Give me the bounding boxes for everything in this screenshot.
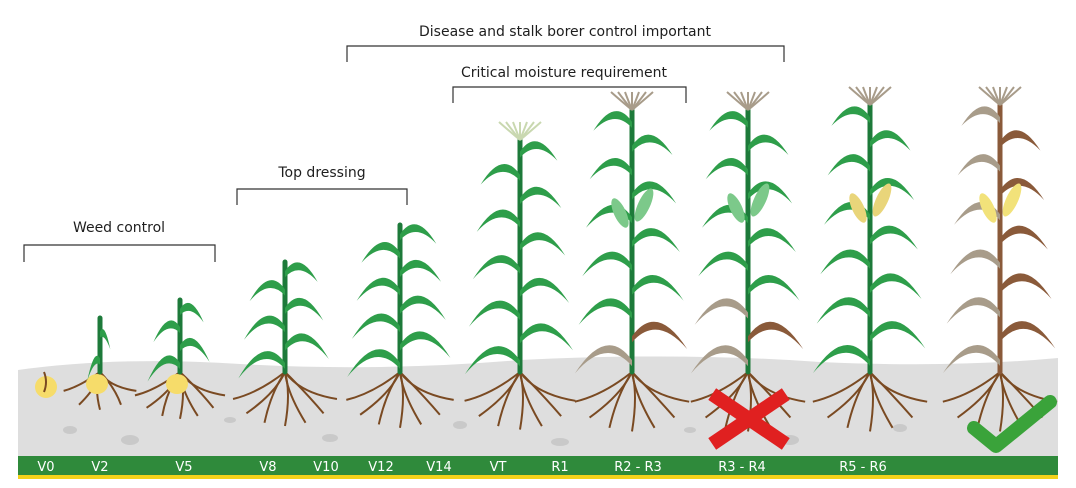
bracket-weed-control: Weed control [23, 220, 216, 262]
stage-band-underline [18, 475, 1058, 479]
maize-plant [690, 91, 806, 432]
bracket-label-critical-moisture: Critical moisture requirement [461, 65, 668, 81]
bracket-label-weed-control: Weed control [73, 220, 165, 236]
stage-label: R3 - R4 [718, 460, 766, 475]
bracket-critical-moisture: Critical moisture requirement [452, 65, 687, 103]
maize-plant [134, 297, 226, 420]
stage-label: V8 [259, 460, 276, 475]
bracket-top-dressing: Top dressing [236, 165, 408, 205]
maize-plant [812, 86, 928, 432]
maize-seed [35, 371, 57, 398]
stage-label: R5 - R6 [839, 460, 887, 475]
stage-label: V12 [368, 460, 393, 475]
stage-label: V2 [91, 460, 108, 475]
check-icon [967, 395, 1057, 453]
stage-label: R1 [551, 460, 568, 475]
maize-plant [464, 121, 576, 430]
stage-band [18, 456, 1058, 475]
bracket-disease-stalk-borer: Disease and stalk borer control importan… [346, 24, 785, 62]
maize-plant [574, 91, 690, 432]
stage-label: V14 [426, 460, 451, 475]
stage-label: VT [490, 460, 507, 475]
stage-label: V0 [37, 460, 54, 475]
stage-labels: V0 V2 V5 V8 V10 V12 V14 VT R1 R2 - R3 R3… [37, 460, 886, 475]
bracket-label-top-dressing: Top dressing [277, 165, 365, 181]
stage-label: R2 - R3 [614, 460, 662, 475]
maize-plant [346, 222, 454, 428]
maize-plant [63, 315, 137, 411]
maize-plant [942, 86, 1058, 432]
stage-label: V5 [175, 460, 192, 475]
plants [35, 86, 1058, 432]
maize-plant [232, 259, 338, 427]
bracket-label-disease-stalk-borer: Disease and stalk borer control importan… [419, 24, 711, 40]
stage-label: V10 [313, 460, 338, 475]
soil-layer [18, 356, 1058, 456]
cross-icon [708, 388, 790, 450]
